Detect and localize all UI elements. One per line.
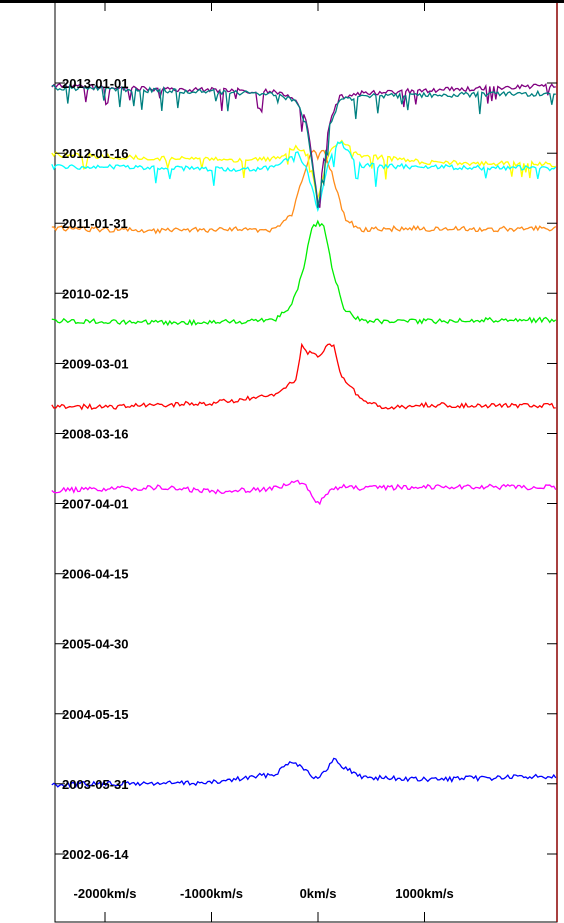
x-tick-label-0: -2000km/s bbox=[74, 886, 137, 901]
series-line-2007-06-01 bbox=[51, 479, 557, 506]
series-line-2009-10-01 bbox=[51, 219, 557, 327]
series-line-2011-12-01 bbox=[51, 139, 556, 201]
series-line-2011-01-01 bbox=[51, 149, 557, 235]
series-layer bbox=[51, 82, 557, 789]
series-line-2011-11-01 bbox=[51, 140, 557, 213]
series-line-2012-10-15 bbox=[51, 83, 556, 209]
x-tick-label-2: 0km/s bbox=[300, 886, 337, 901]
y-tick-label-2003-05-31: 2003-05-31 bbox=[62, 777, 129, 792]
y-tick-label-2008-03-16: 2008-03-16 bbox=[62, 426, 129, 441]
label-layer: 2013-01-01 2012-01-16 2011-01-31 2010-02-15… bbox=[62, 76, 454, 901]
y-tick-label-2013-01-01: 2013-01-01 bbox=[62, 76, 129, 91]
y-tick-label-2002-06-14: 2002-06-14 bbox=[62, 847, 129, 862]
y-tick-label-2006-04-15: 2006-04-15 bbox=[62, 567, 129, 582]
tick-layer bbox=[55, 1, 557, 922]
series-line-2008-08-01 bbox=[51, 342, 556, 411]
x-tick-label-3: 1000km/s bbox=[395, 886, 454, 901]
x-tick-label-1: -1000km/s bbox=[180, 886, 243, 901]
y-tick-label-2012-01-16: 2012-01-16 bbox=[62, 146, 129, 161]
y-tick-label-2009-03-01: 2009-03-01 bbox=[62, 356, 129, 371]
series-line-2012-11-01 bbox=[51, 82, 556, 208]
y-tick-label-2007-04-01: 2007-04-01 bbox=[62, 497, 129, 512]
series-line-2003-05-31 bbox=[51, 757, 557, 789]
y-tick-label-2010-02-15: 2010-02-15 bbox=[62, 286, 129, 301]
y-tick-label-2005-04-30: 2005-04-30 bbox=[62, 637, 129, 652]
y-tick-label-2011-01-31: 2011-01-31 bbox=[62, 216, 128, 231]
y-tick-label-2004-05-15: 2004-05-15 bbox=[62, 707, 129, 722]
